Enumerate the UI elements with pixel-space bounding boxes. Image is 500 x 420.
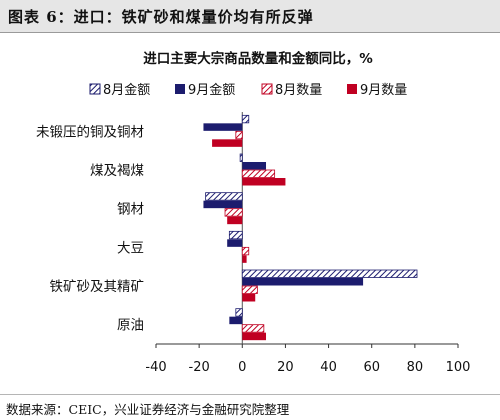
bar [239,153,243,162]
legend-swatch [261,83,273,95]
bar [241,169,276,178]
bar [242,255,247,263]
figure-footer: 数据来源：CEIC，兴业证券经济与金融研究院整理 [0,394,500,420]
bar [242,294,256,302]
bar-chart: 进口主要大宗商品数量和金额同比，% 8月金额 9月金额 8月数量 9月数量 -40 -20 0… [36,50,471,375]
figure-header: 图表 6：进口：铁矿砂和煤量价均有所反弹 [0,0,500,33]
bar [242,332,267,341]
legend-swatch [347,84,357,94]
legend-label: 9月数量 [360,83,407,98]
source-note: 数据来源：CEIC，兴业证券经济与金融研究院整理 [6,402,290,417]
x-tick-label: 20 [277,360,294,375]
bar [235,130,243,140]
bar [203,200,243,209]
x-tick-label: -40 [145,360,166,375]
bar [241,114,250,124]
legend-label: 8月数量 [275,83,322,98]
bar [241,246,250,256]
x-tick-label: 100 [446,360,471,375]
category-label: 钢材 [117,202,144,218]
category-label: 原油 [117,318,144,334]
bar [241,285,258,294]
x-tick-label: 80 [407,360,424,375]
bar [242,278,364,286]
bar [235,308,243,317]
bar [228,230,243,240]
bar [224,208,243,217]
category-label: 煤及褐煤 [90,163,144,179]
bar [241,324,265,333]
category-label: 大豆 [117,240,144,256]
x-tick-label: -20 [189,360,210,375]
legend-swatch [89,83,101,95]
bar [227,216,243,225]
bar [241,269,418,278]
bar [229,316,243,325]
x-tick-label: 0 [238,360,246,375]
bar [227,239,243,247]
bar [242,178,286,186]
bar [203,123,243,131]
category-label: 铁矿砂及其精矿 [50,279,145,295]
legend-label: 9月金额 [188,82,235,98]
legend-label: 8月金额 [103,82,150,98]
category-label: 未锻压的铜及铜材 [36,124,144,140]
x-tick-label: 40 [320,360,337,375]
chart-title: 进口主要大宗商品数量和金额同比，% [143,50,373,67]
bar [212,139,243,147]
bar [242,162,267,170]
bar [205,192,243,201]
x-tick-label: 60 [363,360,380,375]
figure-title: 图表 6：进口：铁矿砂和煤量价均有所反弹 [8,8,314,26]
legend-swatch [175,84,185,94]
